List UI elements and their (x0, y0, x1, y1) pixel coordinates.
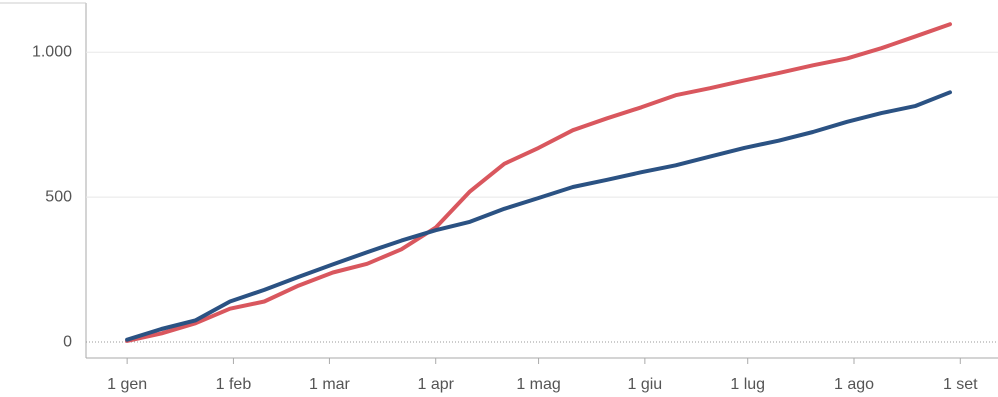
series-line (125, 22, 952, 343)
x-tick-label: 1 gen (107, 376, 147, 393)
x-tick-label: 1 giu (628, 376, 663, 393)
x-tick-label: 1 ago (834, 376, 874, 393)
series-line (125, 90, 952, 342)
x-tick-label: 1 apr (417, 376, 454, 393)
x-tick-label: 1 set (943, 376, 978, 393)
y-tick-label: 500 (45, 188, 72, 205)
y-tick-label: 1.000 (32, 43, 72, 60)
y-tick-label: 0 (63, 333, 72, 350)
x-tick-label: 1 feb (216, 376, 252, 393)
x-tick-label: 1 mar (309, 376, 351, 393)
x-tick-label: 1 mag (516, 376, 560, 393)
x-tick-label: 1 lug (730, 376, 765, 393)
